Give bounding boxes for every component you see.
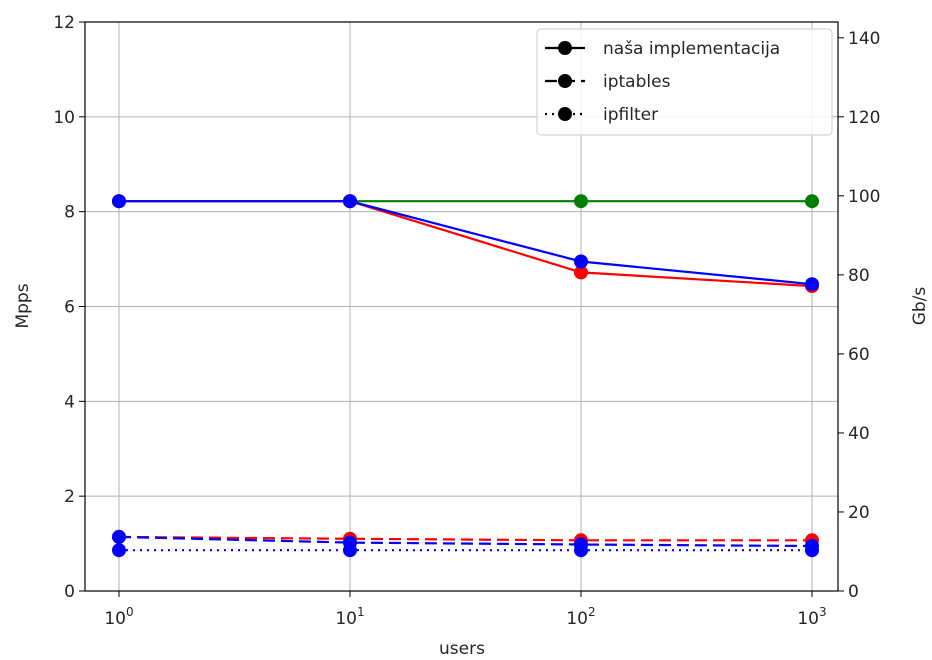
x-axis-label: users	[439, 639, 485, 659]
y-tick-label: 0	[64, 582, 75, 602]
data-point	[343, 543, 357, 558]
x-tick-label: 101	[335, 605, 364, 629]
legend-label: naša implementacija	[603, 39, 780, 59]
data-point	[805, 194, 819, 209]
y-tick-label: 12	[53, 13, 75, 33]
x-tick-label: 102	[566, 605, 595, 629]
legend-marker	[558, 107, 572, 121]
y-axis-label: Mpps	[13, 283, 33, 328]
y-tick-label: 4	[64, 392, 75, 412]
series-markers	[112, 194, 819, 558]
series-line-4	[118, 535, 813, 548]
series-line-3	[118, 535, 812, 542]
x-tick-label: 100	[104, 605, 133, 629]
legend-box	[536, 28, 833, 136]
data-point	[574, 543, 588, 558]
y2-tick-label: 0	[848, 582, 859, 602]
y2-tick-label: 140	[848, 29, 880, 49]
legend-marker	[558, 41, 572, 55]
y-tick-label: 8	[64, 203, 75, 223]
y2-tick-label: 80	[848, 266, 870, 286]
y2-tick-label: 100	[848, 187, 880, 207]
data-point	[112, 543, 126, 558]
x-axis-ticks: 100 101 102 103	[104, 591, 827, 629]
legend-label: ipfilter	[603, 105, 658, 125]
y2-tick-label: 60	[848, 345, 870, 365]
y2-tick-label: 20	[848, 503, 870, 523]
data-point	[574, 194, 588, 209]
y2-tick-label: 120	[848, 108, 880, 128]
left-axis-ticks: 0 2 4 6 8 10 12	[53, 13, 85, 602]
data-point	[805, 543, 819, 558]
series-line-2	[119, 200, 813, 286]
data-point	[112, 194, 126, 209]
y-tick-label: 6	[64, 298, 75, 318]
data-point	[343, 194, 357, 209]
data-point	[574, 254, 588, 269]
y2-axis-label: Gb/s	[910, 287, 930, 326]
data-point	[574, 265, 588, 280]
data-point	[805, 277, 819, 292]
series-lines	[118, 200, 813, 552]
legend-marker	[558, 74, 572, 88]
y-tick-label: 10	[53, 108, 75, 128]
y-tick-label: 2	[64, 487, 75, 507]
legend-label: iptables	[603, 72, 671, 92]
data-point	[112, 529, 126, 544]
x-tick-label: 103	[797, 605, 826, 629]
y2-tick-label: 40	[848, 424, 870, 444]
right-axis-ticks: 0 20 40 60 80 100 120 140	[838, 29, 880, 602]
legend: naša implementacija iptables ipfilter	[536, 28, 833, 136]
